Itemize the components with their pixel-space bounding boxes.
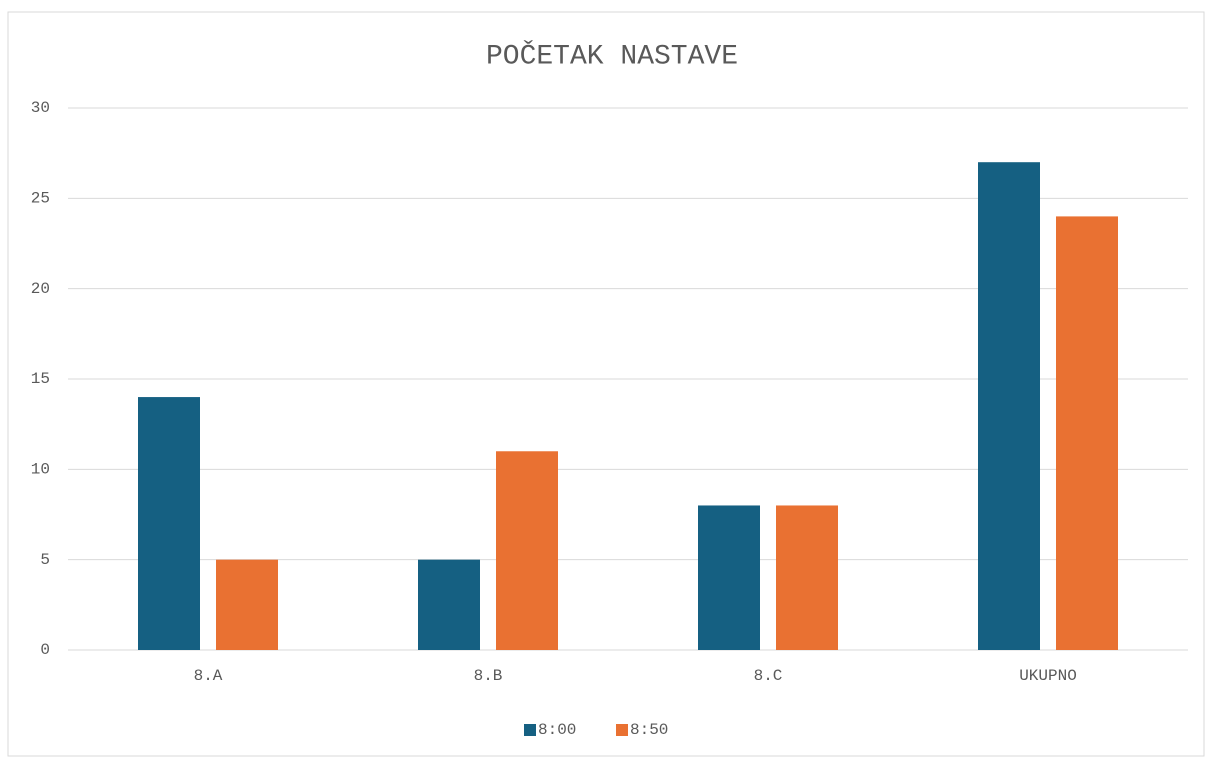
bar: [776, 505, 838, 650]
bar: [978, 162, 1040, 650]
y-tick-label: 10: [31, 461, 50, 479]
chart-title: POČETAK NASTAVE: [486, 39, 738, 72]
x-tick-label: 8.B: [474, 667, 503, 685]
y-tick-label: 15: [31, 370, 50, 388]
legend-label: 8:50: [630, 721, 668, 739]
bar: [698, 505, 760, 650]
x-tick-label: UKUPNO: [1019, 667, 1077, 685]
legend-swatch: [524, 724, 536, 736]
y-tick-label: 30: [31, 99, 50, 117]
bar: [496, 451, 558, 650]
y-tick-label: 20: [31, 280, 50, 298]
y-tick-label: 0: [40, 641, 50, 659]
x-tick-label: 8.C: [754, 667, 783, 685]
x-tick-label: 8.A: [194, 667, 223, 685]
legend-swatch: [616, 724, 628, 736]
y-tick-label: 5: [40, 551, 50, 569]
bar: [216, 559, 278, 650]
bar: [138, 397, 200, 650]
bar: [1056, 216, 1118, 650]
legend-label: 8:00: [538, 721, 576, 739]
y-tick-label: 25: [31, 190, 50, 208]
bar: [418, 559, 480, 650]
